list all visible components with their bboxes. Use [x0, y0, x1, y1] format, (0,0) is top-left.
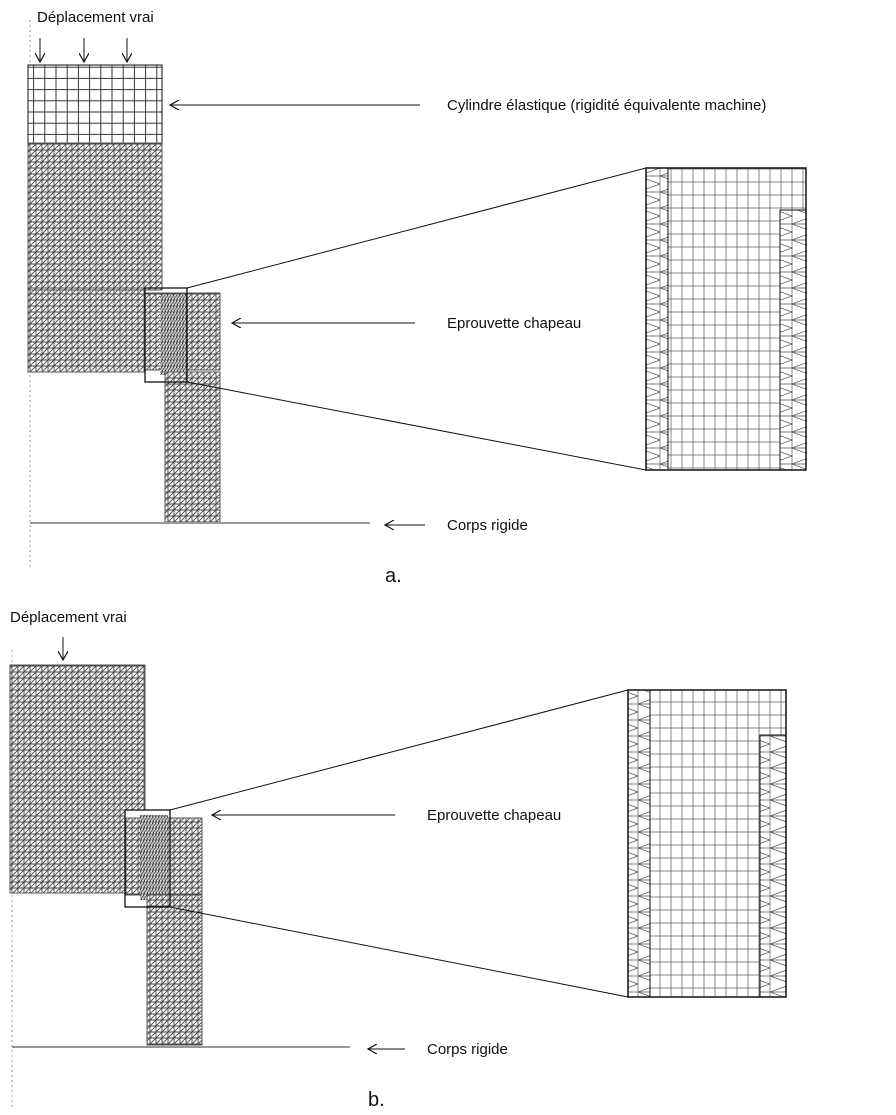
- cylinder-mesh: [28, 65, 162, 143]
- cylinder-label: Cylindre élastique (rigidité équivalente…: [447, 97, 766, 114]
- mesh: [28, 143, 162, 290]
- zoom-line: [170, 907, 628, 997]
- zoom-mesh: [646, 168, 668, 470]
- displacement-label: Déplacement vrai: [37, 9, 154, 26]
- specimen-label: Eprouvette chapeau: [447, 315, 581, 332]
- mesh: [10, 665, 145, 810]
- displacement-label: Déplacement vrai: [10, 609, 127, 626]
- zoom-line: [170, 690, 628, 810]
- specimen-label: Eprouvette chapeau: [427, 807, 561, 824]
- zoom-mesh: [760, 735, 786, 997]
- mesh: [147, 895, 202, 1045]
- zoom-line: [187, 168, 646, 288]
- panel-b: [10, 637, 786, 1110]
- panel-label: a.: [385, 565, 402, 587]
- zoom-mesh: [780, 210, 806, 470]
- mesh: [10, 810, 125, 893]
- mesh: [28, 290, 145, 372]
- mesh-fine: [140, 815, 168, 900]
- rigid-label: Corps rigide: [427, 1041, 508, 1058]
- panel-label: b.: [368, 1089, 385, 1111]
- rigid-label: Corps rigide: [447, 517, 528, 534]
- mesh-fine: [160, 295, 186, 375]
- zoom-mesh: [628, 690, 650, 997]
- figure: Déplacement vrai Cylindre élastique (rig…: [0, 0, 896, 1115]
- mesh: [165, 372, 220, 523]
- zoom-line: [187, 382, 646, 470]
